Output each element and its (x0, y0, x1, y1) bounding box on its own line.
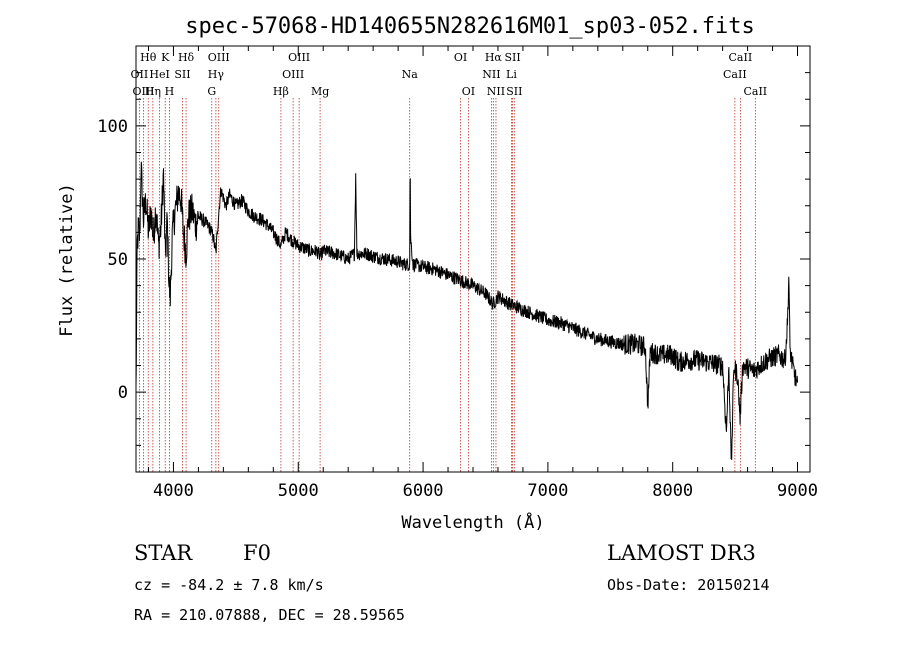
spectral-line-label: Li (506, 68, 517, 81)
object-subclass: F0 (243, 541, 271, 565)
spectral-line-label: Hα (485, 51, 503, 64)
spectral-line-label: CaII (723, 68, 747, 81)
spectral-line-label: OIII (282, 68, 304, 81)
y-axis-label: Flux (relative) (57, 183, 77, 337)
coordinates: RA = 210.07888, DEC = 28.59565 (134, 606, 405, 624)
spectral-line-label: G (207, 85, 216, 98)
x-tick-labels: 4000 5000 6000 7000 8000 9000 (153, 481, 818, 501)
x-tick-label: 4000 (153, 481, 194, 501)
spectral-line-label: Hη (145, 85, 161, 98)
spectral-line-label: CaII (729, 51, 753, 64)
x-tick-label: 6000 (403, 481, 444, 501)
chart-title: spec-57068-HD140655N282616M01_sp03-052.f… (185, 14, 755, 39)
spectral-line-label: HeI (149, 68, 169, 81)
spectral-line-label: H (165, 85, 175, 98)
observation-date: Obs-Date: 20150214 (607, 576, 770, 594)
x-tick-label: 5000 (278, 481, 319, 501)
spectral-line-label: K (161, 51, 170, 64)
spectral-line-labels: Hθ OII OIII K HeI Hη H Hδ SII OIII Hγ G OIII OIII Hβ Mg… (131, 51, 768, 98)
spectral-line-label: OIII (132, 85, 154, 98)
spectral-line-label: OI (462, 85, 475, 98)
spectral-line-label: Hγ (208, 68, 225, 81)
y-tick-label: 0 (118, 383, 128, 403)
survey-name: LAMOST DR3 (607, 541, 756, 565)
spectral-line-label: Hδ (178, 51, 195, 64)
spectral-line-label: SII (506, 85, 522, 98)
x-tick-label: 7000 (527, 481, 568, 501)
spectral-line-label: CaII (743, 85, 767, 98)
spectral-line-label: OIII (288, 51, 310, 64)
redshift-cz: cz = -84.2 ± 7.8 km/s (134, 576, 324, 594)
object-class: STAR (134, 541, 193, 565)
plot-frame (135, 45, 811, 473)
spectral-line-label: OI (454, 51, 467, 64)
x-tick-label: 8000 (652, 481, 693, 501)
axis-ticks (136, 46, 810, 472)
y-tick-labels: 0 50 100 (97, 117, 128, 403)
spectral-line-label: Hβ (273, 85, 289, 98)
spectral-line-label: NII (482, 68, 500, 81)
x-tick-label: 9000 (777, 481, 818, 501)
spectral-line-label: SII (174, 68, 190, 81)
y-tick-label: 100 (97, 117, 128, 137)
spectral-line-label: OIII (208, 51, 230, 64)
spectral-line-markers (138, 98, 756, 472)
y-tick-label: 50 (108, 250, 128, 270)
spectral-line-label: OII (131, 68, 149, 81)
spectral-line-label: SII (504, 51, 520, 64)
spectral-line-label: Na (402, 68, 419, 81)
spectral-line-label: NII (487, 85, 505, 98)
spectral-line-label: Hθ (140, 51, 157, 64)
x-axis-label: Wavelength (Å) (401, 511, 544, 533)
spectrum-line (135, 161, 798, 460)
spectral-line-label: Mg (311, 85, 329, 98)
